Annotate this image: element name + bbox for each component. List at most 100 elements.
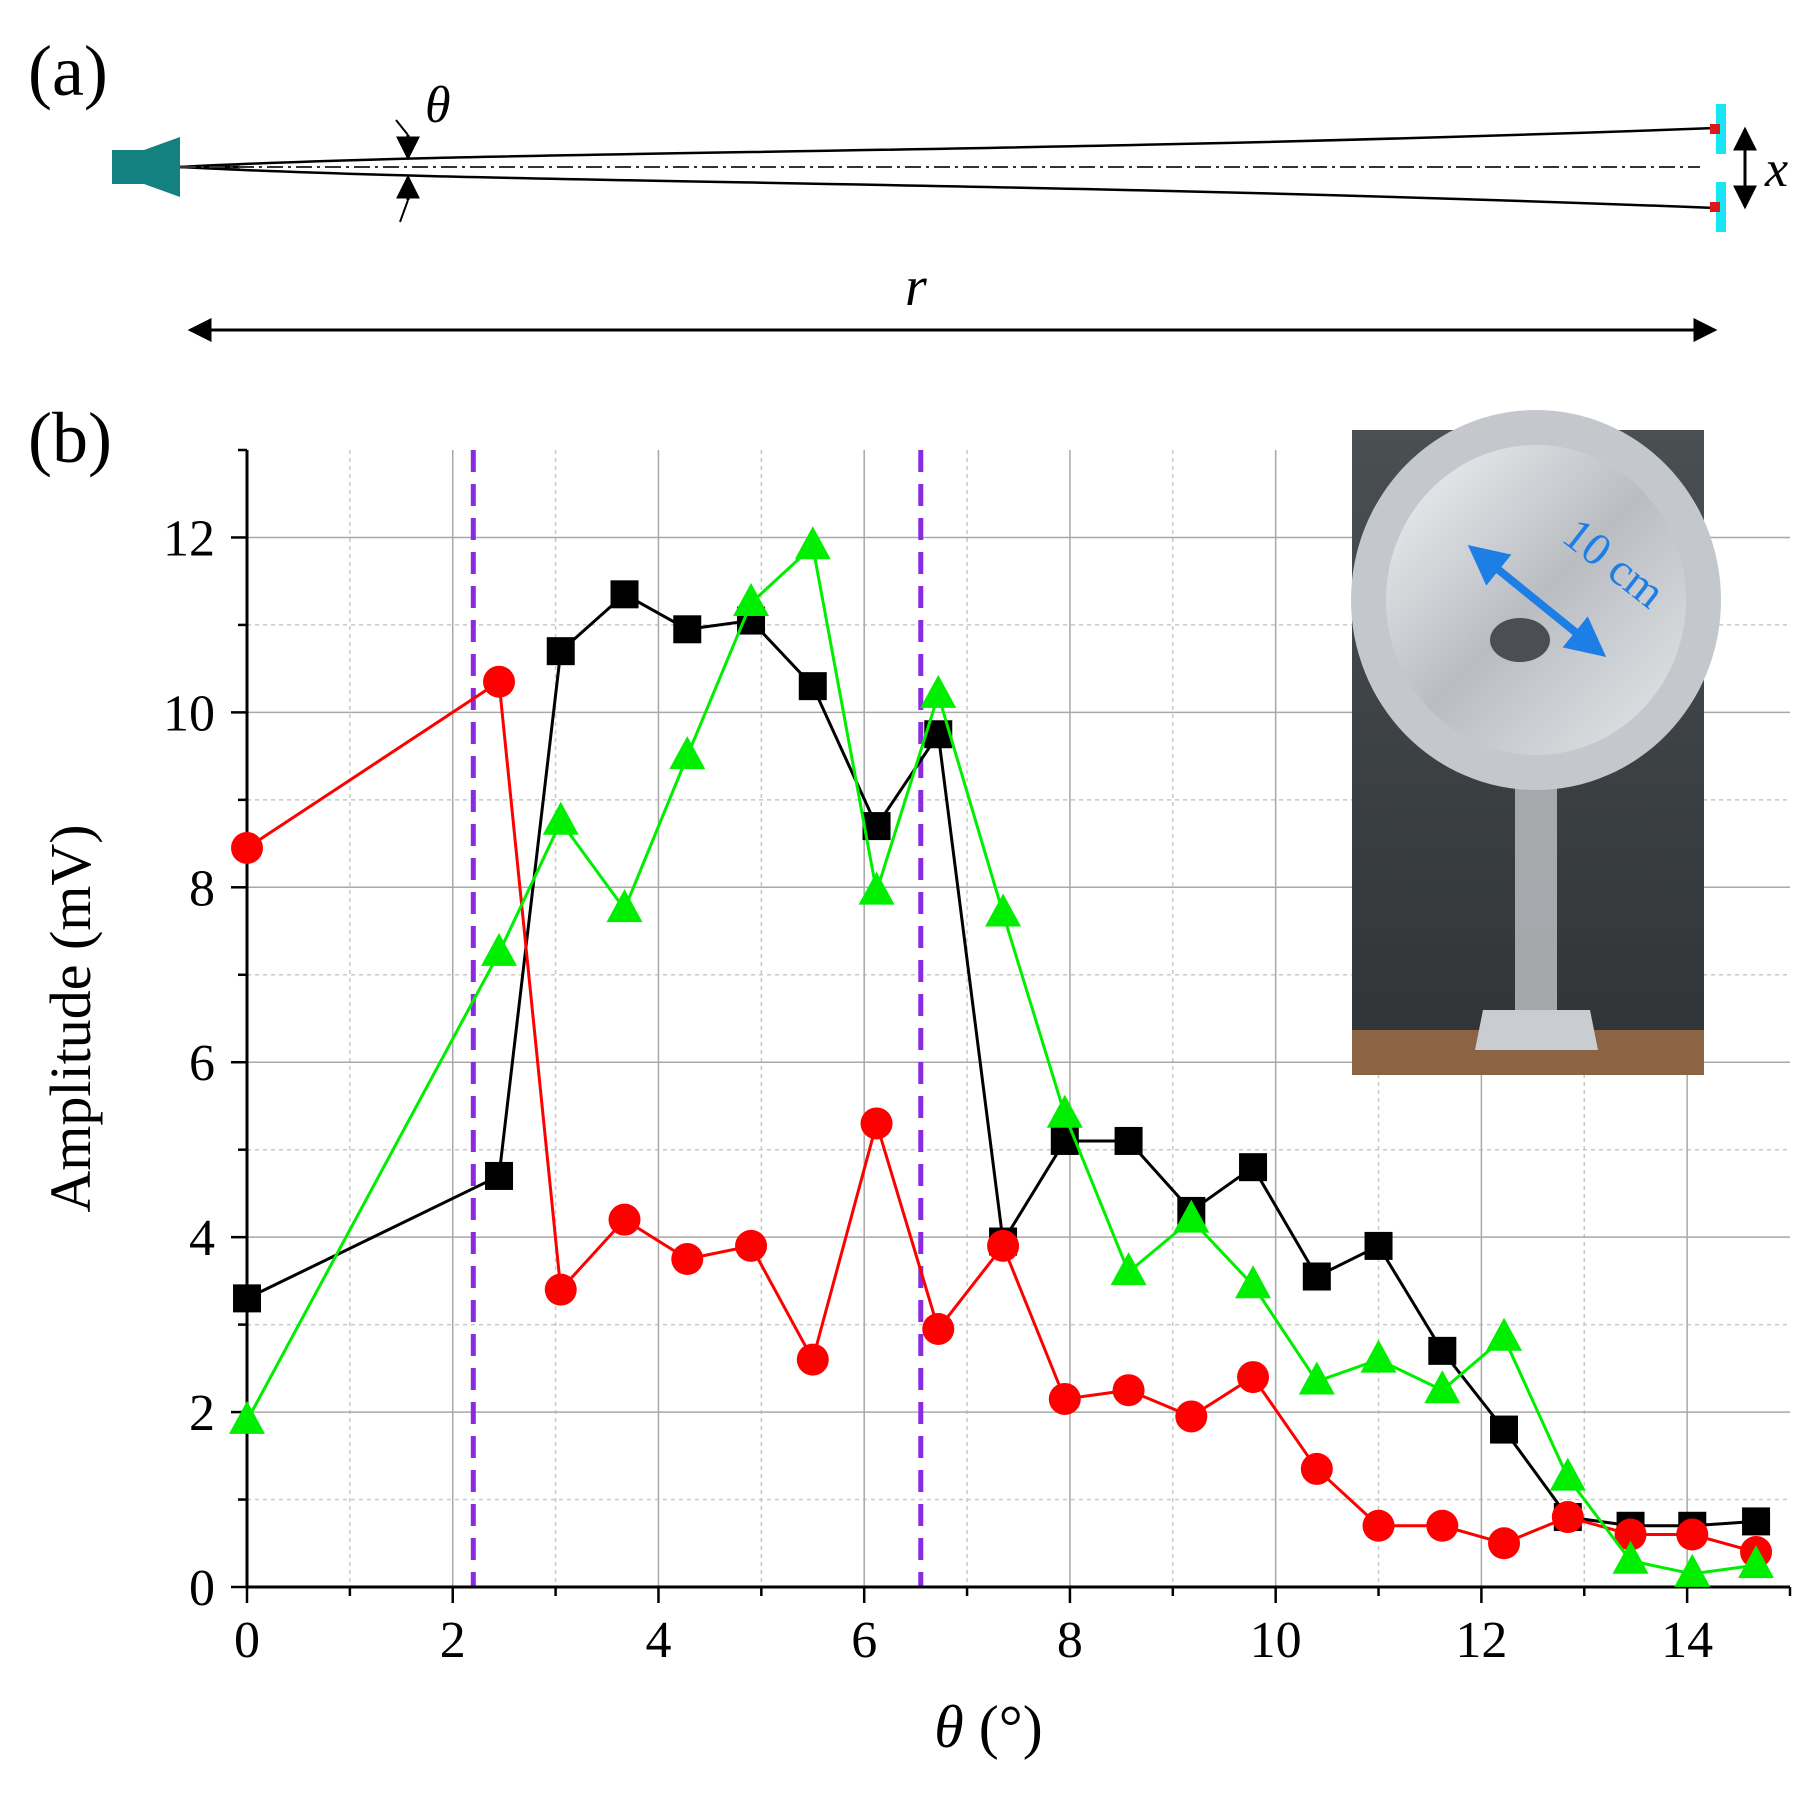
data-point-square	[1490, 1415, 1519, 1444]
data-point-triangle	[794, 526, 831, 560]
inset-photo: 10 cm	[1351, 410, 1721, 1075]
data-point-triangle	[1424, 1370, 1461, 1404]
data-point-triangle	[606, 889, 643, 923]
data-point-square	[673, 615, 702, 644]
data-point-square	[1239, 1153, 1268, 1182]
series-0	[233, 580, 1771, 1540]
data-point-triangle	[1360, 1339, 1397, 1373]
data-point-circle	[608, 1203, 641, 1236]
data-series	[229, 526, 1775, 1587]
x-tick-label: 2	[440, 1612, 466, 1669]
r-annotation: r	[187, 256, 1718, 342]
data-point-square	[1428, 1336, 1457, 1365]
y-tick-label: 10	[163, 685, 215, 742]
data-point-square	[233, 1284, 261, 1313]
data-point-circle	[1676, 1518, 1709, 1551]
data-point-circle	[1362, 1509, 1395, 1542]
data-point-square	[610, 580, 639, 609]
x-axis-label: θ (°)	[934, 1694, 1042, 1760]
data-point-circle	[1426, 1509, 1459, 1542]
beam-lower	[179, 165, 1716, 210]
data-point-triangle	[1046, 1094, 1083, 1128]
data-point-square	[1302, 1262, 1331, 1291]
panel-a: (a) θ	[28, 31, 1788, 342]
data-point-circle	[1048, 1382, 1081, 1415]
r-symbol: r	[905, 256, 927, 318]
data-point-circle	[1551, 1501, 1584, 1534]
series-line	[246, 592, 1757, 1528]
x-tick-label: 14	[1661, 1612, 1713, 1669]
data-point-circle	[671, 1243, 704, 1276]
data-point-circle	[987, 1229, 1020, 1262]
data-point-triangle	[1110, 1252, 1147, 1286]
x-annotation: x	[1733, 126, 1788, 210]
series-1	[231, 665, 1773, 1569]
data-point-square	[1742, 1507, 1771, 1536]
series-line	[245, 543, 1757, 1576]
x-tick-label: 12	[1455, 1612, 1507, 1669]
data-point-triangle	[669, 736, 706, 770]
x-tick-label: 6	[851, 1612, 877, 1669]
data-point-circle	[483, 665, 516, 698]
y-axis-label: Amplitude (mV)	[38, 824, 103, 1212]
theta-symbol: θ	[425, 77, 451, 134]
data-point-triangle	[1674, 1553, 1711, 1587]
data-point-circle	[231, 831, 263, 864]
x-axis-unit: (°)	[979, 1694, 1043, 1760]
data-point-square	[1114, 1126, 1143, 1155]
data-point-circle	[735, 1229, 768, 1262]
x-tick-label: 10	[1250, 1612, 1302, 1669]
data-point-square	[485, 1161, 514, 1190]
x-tick-label: 8	[1057, 1612, 1083, 1669]
data-point-square	[546, 637, 575, 666]
data-point-circle	[860, 1107, 893, 1140]
data-point-triangle	[1298, 1361, 1335, 1395]
amplitude-chart: 10 cm 0 2 4 6 8 10 12 14 0 2 4 6 8 10 12 Amplitude (mV…	[38, 410, 1792, 1760]
sensor-lower-icon	[1710, 182, 1726, 232]
y-tick-label: 0	[189, 1560, 215, 1617]
data-point-circle	[922, 1312, 955, 1345]
y-tick-label: 8	[189, 860, 215, 917]
panel-b: (b) 10 cm 0 2 4 6 8 10 12 14 0 2 4 6 8 10 12	[28, 398, 1792, 1760]
y-tick-label: 6	[189, 1035, 215, 1092]
data-point-triangle	[1173, 1199, 1210, 1233]
panel-a-label: (a)	[28, 31, 108, 111]
x-tick-label: 0	[234, 1612, 260, 1669]
data-point-triangle	[920, 674, 957, 708]
x-symbol: x	[1764, 141, 1788, 198]
data-point-triangle	[858, 871, 895, 905]
data-point-circle	[1237, 1361, 1270, 1394]
data-point-triangle	[1738, 1545, 1775, 1579]
data-point-square	[798, 672, 827, 701]
beam-upper	[179, 126, 1716, 169]
data-point-triangle	[229, 1400, 265, 1434]
data-point-triangle	[733, 583, 770, 617]
data-point-triangle	[1486, 1317, 1523, 1351]
data-point-triangle	[1612, 1540, 1649, 1574]
theta-annotation: θ	[395, 77, 451, 223]
data-point-triangle	[542, 801, 579, 835]
data-point-triangle	[1549, 1457, 1586, 1491]
x-axis-symbol: θ	[934, 1694, 963, 1760]
data-point-circle	[1488, 1527, 1521, 1560]
data-point-triangle	[1235, 1265, 1272, 1299]
data-point-circle	[1175, 1400, 1208, 1433]
series-line	[246, 679, 1757, 1554]
y-tick-label: 2	[189, 1385, 215, 1442]
y-tick-label: 4	[189, 1210, 215, 1267]
data-point-circle	[1614, 1518, 1647, 1551]
x-tick-label: 4	[645, 1612, 671, 1669]
data-point-square	[1364, 1231, 1393, 1260]
data-point-triangle	[481, 932, 518, 966]
data-point-circle	[1112, 1374, 1145, 1407]
data-point-triangle	[985, 893, 1022, 927]
data-point-circle	[544, 1273, 577, 1306]
panel-b-label: (b)	[28, 398, 112, 478]
reference-lines	[470, 450, 924, 1587]
data-point-circle	[796, 1343, 829, 1376]
data-point-circle	[1300, 1452, 1333, 1485]
axes: 0 2 4 6 8 10 12 14 0 2 4 6 8 10 12	[163, 448, 1792, 1669]
y-tick-label: 12	[163, 510, 215, 567]
series-2	[229, 526, 1775, 1587]
